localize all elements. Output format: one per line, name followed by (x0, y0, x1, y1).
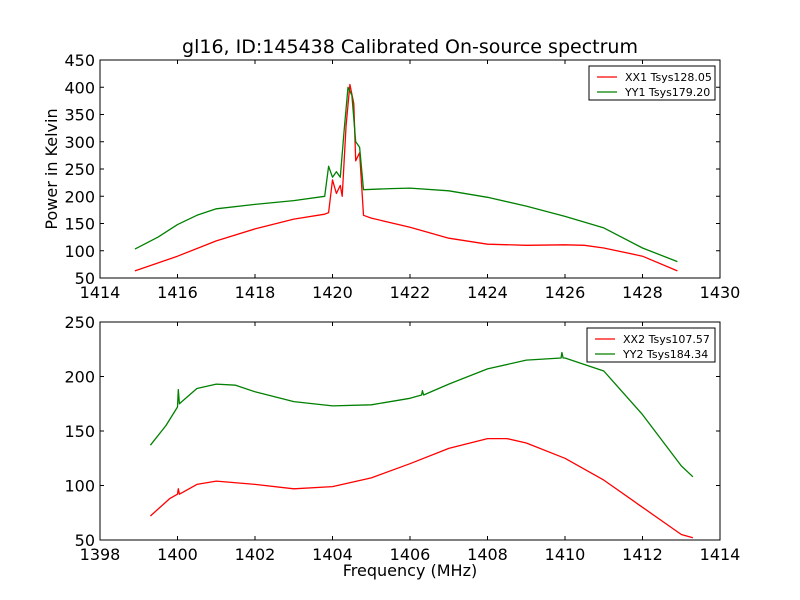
series-line-yy2 (149, 351, 694, 478)
y-tick-label: 250 (64, 313, 95, 332)
x-tick-label: 1418 (235, 283, 276, 302)
y-tick-label: 200 (64, 187, 95, 206)
axes-2: 1398 1400 1402 1404 1406 1408 1410 1412 1414 50 10… (64, 313, 740, 580)
x-tick-label: 1414 (700, 545, 741, 564)
x-tick-label: 1402 (235, 545, 276, 564)
y-tick-label: 100 (64, 242, 95, 261)
x-tick-label: 1408 (467, 545, 508, 564)
chart-title: gl16, ID:145438 Calibrated On-source spe… (182, 36, 638, 58)
x-tick-label: 1410 (545, 545, 586, 564)
axes-1: 1414 1416 1418 1420 1422 1424 1426 1428 1430 50 10… (42, 36, 740, 302)
x-axis-label: Frequency (MHz) (343, 561, 477, 580)
legend-label: YY2 Tsys184.34 (622, 348, 708, 361)
x-tick-label: 1412 (622, 545, 663, 564)
legend-box (588, 65, 716, 101)
y-tick-label: 450 (64, 51, 95, 70)
x-tick-label: 1422 (390, 283, 431, 302)
y-axis-label: Power in Kelvin (42, 108, 61, 229)
y-tick-label: 350 (64, 106, 95, 125)
y-tick-label: 100 (64, 477, 95, 496)
x-tick-label: 1404 (312, 545, 353, 564)
y-tick-label: 150 (64, 215, 95, 234)
x-tick-label: 1400 (157, 545, 198, 564)
y-tick-label: 200 (64, 368, 95, 387)
x-tick-label: 1406 (390, 545, 431, 564)
legend-label: YY1 Tsys179.20 (624, 86, 710, 99)
series-line-xx1 (134, 83, 678, 272)
x-tick-label: 1424 (467, 283, 508, 302)
legend-label: XX2 Tsys107.57 (623, 333, 710, 346)
y-tick-label: 150 (64, 422, 95, 441)
legend-label: XX1 Tsys128.05 (625, 71, 712, 84)
x-tick-label: 1398 (80, 545, 121, 564)
legend: XX2 Tsys107.57 YY2 Tsys184.34 (586, 327, 716, 363)
y-tick-label: 400 (64, 78, 95, 97)
x-tick-label: 1430 (700, 283, 741, 302)
y-tick-label: 50 (75, 269, 95, 288)
x-tick-label: 1420 (312, 283, 353, 302)
series-line-yy1 (134, 86, 678, 263)
x-tick-label: 1428 (622, 283, 663, 302)
y-tick-label: 250 (64, 160, 95, 179)
y-tick-label: 300 (64, 133, 95, 152)
legend-box (586, 327, 716, 363)
x-tick-label: 1414 (80, 283, 121, 302)
y-tick-label: 50 (75, 531, 95, 550)
legend: XX1 Tsys128.05 YY1 Tsys179.20 (588, 65, 716, 101)
x-tick-label: 1416 (157, 283, 198, 302)
x-tick-label: 1426 (545, 283, 586, 302)
series-line-xx2 (149, 437, 694, 539)
